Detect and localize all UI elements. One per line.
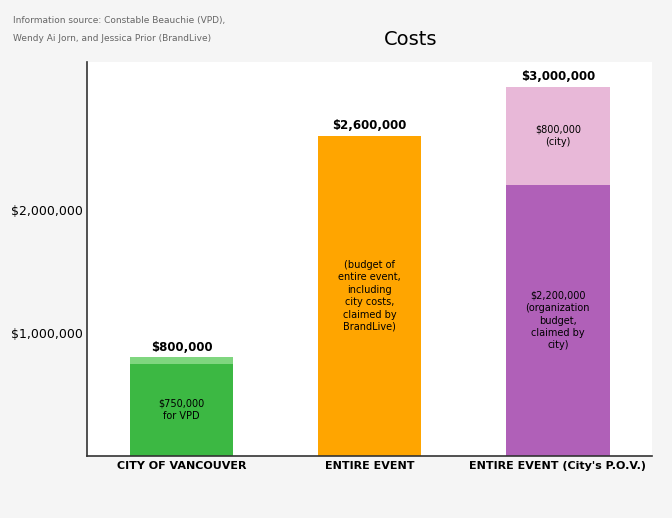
Bar (506, 87, 610, 185)
Text: $750,000
for VPD: $750,000 for VPD (159, 398, 204, 421)
Bar (130, 364, 233, 456)
Text: $3,000,000: $3,000,000 (521, 70, 595, 83)
Text: Costs: Costs (384, 31, 437, 50)
Text: Wendy Ai Jorn, and Jessica Prior (BrandLive): Wendy Ai Jorn, and Jessica Prior (BrandL… (13, 34, 212, 42)
Text: $2,200,000
(organization
budget,
claimed by
city): $2,200,000 (organization budget, claimed… (526, 291, 590, 350)
Text: $800,000
(city): $800,000 (city) (535, 125, 581, 147)
Bar (318, 136, 421, 456)
Text: Information source: Constable Beauchie (VPD),: Information source: Constable Beauchie (… (13, 16, 226, 24)
Bar (130, 357, 233, 364)
Text: (budget of
entire event,
including
city costs,
claimed by
BrandLive): (budget of entire event, including city … (338, 260, 401, 332)
Text: $800,000: $800,000 (151, 341, 212, 354)
Text: $2,600,000: $2,600,000 (333, 119, 407, 132)
Bar (506, 185, 610, 456)
